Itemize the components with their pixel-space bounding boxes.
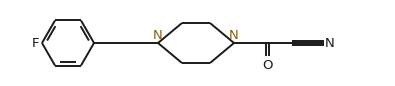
- Text: N: N: [153, 28, 163, 42]
- Text: N: N: [229, 28, 239, 42]
- Text: O: O: [262, 59, 273, 72]
- Text: F: F: [32, 36, 39, 50]
- Text: N: N: [325, 36, 335, 50]
